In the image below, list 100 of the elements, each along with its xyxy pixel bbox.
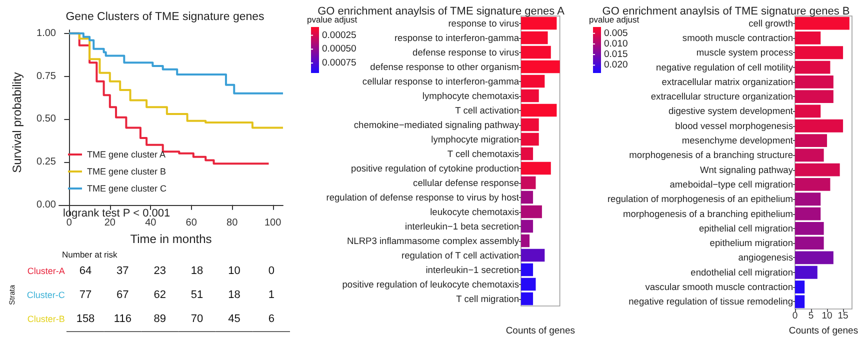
color-bar-label: 0.005	[604, 28, 628, 39]
y-tick-label: extracellular matrix organization	[662, 76, 793, 87]
x-axis-title: Counts of genes	[506, 326, 576, 336]
bar	[795, 60, 830, 74]
data-label: 0	[268, 265, 274, 277]
x-tick-label: 60	[186, 218, 198, 229]
data-label: 51	[190, 289, 204, 301]
y-tick-label: defense response to other organism	[370, 62, 520, 72]
data-label: 67	[116, 289, 129, 301]
legend-label: TME gene cluster A	[87, 150, 166, 160]
data-label: 89	[154, 313, 166, 325]
bar	[521, 147, 534, 160]
y-tick-label: defense response to virus	[412, 47, 520, 58]
data-label: 64	[79, 265, 92, 277]
y-tick-label: angiogenesis	[738, 252, 794, 263]
bar	[521, 176, 536, 190]
y-tick-label: T cell chemotaxis	[447, 148, 520, 159]
data-label: 77	[79, 289, 92, 301]
y-tick-label: regulation of morphogenesis of an epithelium	[607, 194, 794, 204]
x-axis-title: Counts of genes	[788, 326, 858, 336]
bar	[521, 263, 534, 276]
y-tick-label: interleukin−1 secretion	[426, 264, 519, 275]
bar	[521, 89, 539, 102]
bar	[795, 192, 821, 206]
data-label: 18	[190, 265, 204, 277]
color-bar-label: 0.00025	[322, 30, 356, 41]
bar	[521, 234, 530, 248]
x-axis-title: Time in months	[130, 232, 212, 246]
x-tick-label: 15	[838, 310, 848, 322]
chart-title: GO enrichment anaylsis of TME signature genes B	[602, 6, 850, 18]
y-tick-label: morphogenesis of a branching structure	[629, 150, 793, 160]
bar	[521, 292, 534, 306]
data-label: 158	[76, 313, 95, 325]
y-tick-label: regulation of defense response to virus by host	[326, 192, 520, 202]
legend-label: TME gene cluster B	[87, 166, 166, 176]
y-tick-label: digestive system development	[668, 106, 794, 116]
data-label: 6	[268, 313, 274, 325]
data-label: 1	[268, 289, 274, 301]
y-tick-label: negative regulation of cell motility	[656, 62, 794, 72]
bar	[795, 104, 821, 118]
bar	[521, 118, 539, 132]
y-tick-label: negative regulation of tissue remodeling	[628, 296, 793, 307]
y-tick-label: cell growth	[748, 18, 793, 28]
y-tick-label: positive regulation of leukocyte chemotaxis	[342, 279, 520, 290]
bar	[521, 31, 548, 44]
bar	[521, 190, 534, 204]
y-tick-label: 0.50	[36, 114, 56, 125]
y-tick-label: epithelial cell migration	[698, 223, 793, 234]
color-bar-label: 0.020	[604, 60, 628, 71]
y-tick-label: lymphocyte migration	[431, 134, 519, 144]
color-bar-label: 0.015	[604, 49, 628, 60]
y-tick-label: response to interferon-gamma	[394, 32, 520, 43]
bar	[795, 119, 844, 132]
bar	[795, 266, 818, 279]
x-tick-label: 10	[822, 310, 832, 322]
y-tick-label: blood vessel morphogenesis	[675, 120, 794, 131]
bar	[795, 251, 834, 264]
y-tick-label: T cell activation	[455, 105, 519, 116]
chart-title: GO enrichment anaylsis of TME signature genes A	[318, 6, 566, 18]
y-tick-label: interleukin−1 beta secretion	[405, 221, 519, 232]
bar	[521, 132, 539, 146]
y-tick-label: epithelium migration	[710, 238, 793, 248]
color-bar-title: pvalue adjust	[307, 14, 358, 24]
bar	[521, 278, 536, 291]
data-label: 70	[190, 313, 204, 325]
color-bar-label: 0.010	[604, 38, 628, 50]
bar	[521, 74, 545, 88]
y-tick-label: Cluster-C	[26, 290, 66, 300]
y-tick-label: 0.75	[36, 70, 56, 82]
y-tick-label: T cell migration	[456, 294, 519, 304]
y-tick-label: 0.25	[36, 156, 56, 168]
y-tick-label: NLRP3 inflammasome complex assembly	[346, 236, 520, 246]
x-tick-label: 100	[264, 218, 282, 229]
y-tick-label: smooth muscle contraction	[682, 32, 793, 43]
color-bar-label: 0.00050	[322, 44, 356, 55]
bar	[795, 207, 821, 220]
y-tick-label: cellular response to interferon-gamma	[362, 76, 520, 86]
y-tick-label: endothelial cell migration	[690, 267, 793, 278]
data-label: 23	[154, 265, 166, 277]
y-tick-label: Cluster-B	[27, 314, 65, 324]
data-label: 10	[228, 265, 240, 277]
bar	[521, 104, 557, 117]
x-tick-label: 0	[66, 218, 72, 229]
bar	[521, 248, 545, 262]
y-tick-label: response to virus	[448, 18, 520, 28]
y-tick-label: 1.00	[36, 28, 56, 39]
x-tick-label: 5	[808, 310, 814, 322]
y-tick-label: lymphocyte chemotaxis	[422, 90, 520, 101]
bar	[521, 46, 551, 59]
bar	[521, 60, 560, 74]
data-label: 37	[116, 265, 129, 277]
y-tick-label: ameboidal−type cell migration	[670, 179, 793, 190]
x-tick-label: 80	[226, 218, 238, 229]
y-tick-label: vascular smooth muscle contraction	[645, 282, 793, 292]
y-tick-label: regulation of T cell activation	[402, 250, 519, 260]
y-tick-label: muscle system process	[696, 48, 794, 58]
x-tick-label: 0	[792, 310, 798, 322]
bar	[795, 178, 830, 191]
bar	[521, 16, 557, 30]
chart-title: Gene Clusters of TME signature genes	[66, 11, 265, 23]
